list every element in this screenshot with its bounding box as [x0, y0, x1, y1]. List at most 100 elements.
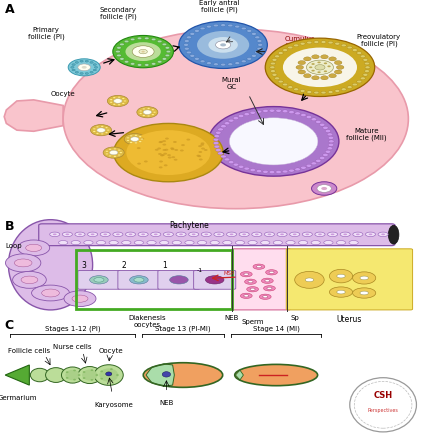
Circle shape [94, 66, 98, 68]
Circle shape [90, 62, 93, 63]
Circle shape [220, 43, 226, 47]
Circle shape [208, 37, 238, 53]
Polygon shape [146, 364, 174, 386]
Circle shape [365, 232, 376, 237]
Circle shape [158, 153, 162, 155]
Circle shape [101, 125, 104, 127]
Circle shape [235, 62, 240, 65]
Circle shape [255, 234, 259, 235]
Text: Mural
GC: Mural GC [222, 77, 241, 89]
Circle shape [134, 142, 137, 144]
Circle shape [314, 91, 319, 94]
Circle shape [314, 40, 319, 44]
Circle shape [170, 276, 188, 284]
Circle shape [325, 130, 331, 132]
Circle shape [337, 274, 345, 278]
Circle shape [312, 182, 337, 195]
Circle shape [221, 155, 226, 158]
Circle shape [357, 51, 362, 55]
Circle shape [241, 60, 246, 62]
Polygon shape [4, 100, 63, 131]
Text: Preovulatory
follicle (PI): Preovulatory follicle (PI) [357, 33, 401, 47]
Ellipse shape [45, 368, 66, 382]
Circle shape [159, 166, 163, 169]
Circle shape [113, 103, 116, 105]
Circle shape [320, 123, 325, 126]
Circle shape [239, 232, 249, 237]
Circle shape [83, 371, 85, 373]
Circle shape [91, 379, 93, 381]
Circle shape [78, 64, 91, 71]
Text: Loop: Loop [5, 243, 21, 249]
Circle shape [66, 371, 69, 373]
Circle shape [208, 106, 339, 176]
Circle shape [130, 276, 148, 284]
Circle shape [197, 241, 207, 245]
Circle shape [142, 115, 145, 116]
Circle shape [162, 372, 171, 377]
Circle shape [229, 119, 234, 122]
Circle shape [91, 234, 94, 235]
Circle shape [328, 143, 334, 147]
Circle shape [206, 62, 211, 65]
Circle shape [103, 147, 124, 158]
Text: -1: -1 [197, 268, 203, 273]
Circle shape [258, 44, 263, 46]
Circle shape [78, 374, 80, 376]
Circle shape [317, 62, 321, 63]
Circle shape [165, 138, 169, 139]
Circle shape [230, 234, 234, 235]
Circle shape [257, 48, 262, 50]
Circle shape [294, 88, 299, 91]
Circle shape [200, 60, 205, 62]
Circle shape [163, 232, 173, 237]
Circle shape [381, 234, 385, 235]
Circle shape [337, 290, 345, 294]
Circle shape [289, 169, 294, 172]
Circle shape [109, 149, 112, 150]
Circle shape [198, 151, 202, 153]
Text: Cumulus
GC: Cumulus GC [284, 36, 315, 49]
FancyBboxPatch shape [232, 249, 290, 310]
Circle shape [96, 374, 98, 376]
Circle shape [242, 234, 246, 235]
Circle shape [168, 157, 172, 158]
Circle shape [328, 232, 338, 237]
Ellipse shape [8, 220, 93, 310]
Circle shape [72, 69, 75, 71]
Circle shape [261, 241, 270, 245]
Circle shape [180, 150, 184, 151]
FancyBboxPatch shape [39, 224, 395, 246]
Circle shape [270, 66, 275, 69]
Circle shape [315, 65, 325, 70]
Circle shape [100, 378, 103, 380]
Circle shape [91, 369, 93, 371]
Circle shape [238, 114, 244, 117]
Ellipse shape [32, 285, 69, 301]
Circle shape [96, 126, 99, 128]
Circle shape [307, 41, 312, 44]
Ellipse shape [330, 269, 353, 283]
Circle shape [213, 63, 218, 66]
Circle shape [304, 57, 311, 61]
Circle shape [335, 42, 340, 45]
Circle shape [269, 109, 275, 112]
Text: Karyosome: Karyosome [95, 402, 133, 408]
Circle shape [163, 143, 166, 146]
Circle shape [250, 169, 256, 172]
Circle shape [160, 154, 164, 156]
Circle shape [137, 163, 141, 165]
Circle shape [264, 286, 275, 291]
Circle shape [159, 141, 163, 143]
Ellipse shape [143, 363, 223, 387]
Circle shape [93, 131, 96, 132]
Circle shape [296, 65, 304, 70]
Circle shape [165, 54, 170, 57]
Circle shape [218, 152, 223, 155]
Circle shape [247, 286, 258, 292]
Circle shape [312, 76, 319, 80]
Ellipse shape [18, 240, 50, 256]
Circle shape [96, 133, 99, 134]
Circle shape [324, 241, 333, 245]
Circle shape [153, 111, 156, 113]
